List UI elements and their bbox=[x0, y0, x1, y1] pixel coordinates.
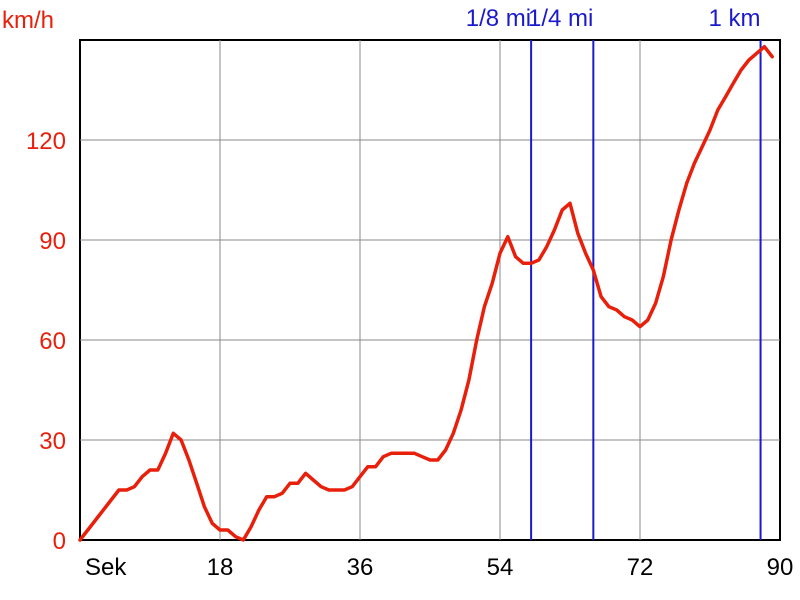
x-tick-label: 54 bbox=[487, 554, 514, 581]
y-tick-label: 0 bbox=[53, 528, 66, 555]
y-tick-label: 30 bbox=[39, 428, 66, 455]
series-layer bbox=[78, 44, 774, 542]
y-tick-label: 120 bbox=[26, 128, 66, 155]
x-tick-label: 90 bbox=[767, 554, 794, 581]
y-tick-label: 90 bbox=[39, 228, 66, 255]
y-axis-title: km/h bbox=[2, 7, 54, 34]
grid bbox=[80, 40, 780, 540]
plot-area bbox=[79, 39, 781, 541]
marker-label: 1/4 mi bbox=[528, 5, 593, 32]
marker-label: 1 km bbox=[709, 5, 761, 32]
marker-label: 1/8 mi bbox=[466, 5, 531, 32]
y-tick-labels: 0 30 60 90 120 bbox=[26, 128, 66, 555]
x-axis-title: Sek bbox=[85, 554, 127, 581]
x-tick-label: 36 bbox=[347, 554, 374, 581]
x-tick-labels: 18 36 54 72 90 bbox=[207, 554, 794, 581]
speed-series-line bbox=[78, 44, 774, 542]
x-tick-label: 18 bbox=[207, 554, 234, 581]
distance-markers: 1/8 mi1/4 mi 1 km bbox=[466, 5, 762, 540]
x-tick-label: 72 bbox=[627, 554, 654, 581]
y-tick-label: 60 bbox=[39, 328, 66, 355]
